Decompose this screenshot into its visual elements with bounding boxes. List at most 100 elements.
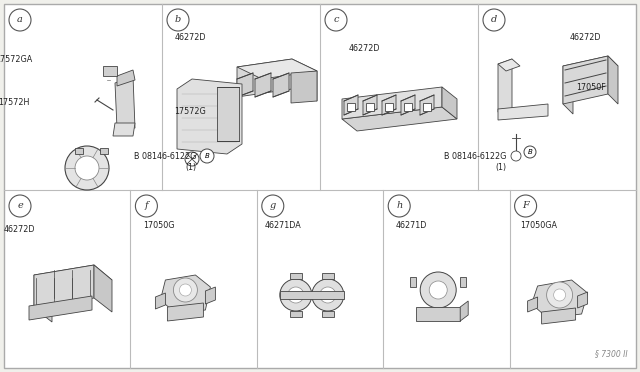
Circle shape [547, 282, 573, 308]
Polygon shape [34, 265, 112, 290]
Polygon shape [217, 87, 239, 141]
Polygon shape [29, 296, 92, 320]
Text: 17050GA: 17050GA [520, 221, 557, 230]
Text: B: B [527, 149, 532, 155]
Bar [322, 273, 334, 279]
Text: e: e [17, 202, 23, 211]
Circle shape [320, 287, 336, 303]
Text: 17572H: 17572H [0, 98, 29, 107]
Polygon shape [237, 73, 253, 97]
Polygon shape [291, 71, 317, 103]
Polygon shape [498, 59, 520, 71]
Circle shape [312, 279, 344, 311]
Text: 17050G: 17050G [143, 221, 175, 230]
Text: c: c [333, 16, 339, 25]
Text: g: g [269, 202, 276, 211]
Circle shape [136, 195, 157, 217]
Polygon shape [385, 103, 393, 111]
Text: 17572GA: 17572GA [0, 55, 33, 64]
Polygon shape [273, 73, 289, 97]
Polygon shape [117, 70, 135, 86]
Text: 17572G: 17572G [175, 108, 206, 116]
Polygon shape [177, 79, 242, 154]
Circle shape [173, 278, 197, 302]
Polygon shape [347, 103, 355, 111]
Polygon shape [363, 95, 377, 115]
Polygon shape [541, 308, 575, 324]
Polygon shape [115, 76, 135, 128]
Circle shape [65, 146, 109, 190]
Polygon shape [366, 103, 374, 111]
Polygon shape [255, 73, 271, 97]
Polygon shape [532, 280, 588, 318]
Text: 46271D: 46271D [396, 221, 428, 230]
Polygon shape [498, 104, 548, 120]
Polygon shape [342, 87, 442, 119]
Circle shape [325, 9, 347, 31]
Bar [100, 148, 108, 154]
Text: 46272D: 46272D [570, 33, 601, 42]
Polygon shape [237, 59, 317, 101]
Circle shape [515, 195, 536, 217]
Text: F: F [522, 202, 529, 211]
Polygon shape [237, 59, 317, 79]
Text: 46272D: 46272D [4, 225, 36, 234]
Circle shape [388, 195, 410, 217]
Polygon shape [344, 95, 358, 115]
Circle shape [429, 281, 447, 299]
Circle shape [262, 195, 284, 217]
Polygon shape [563, 56, 608, 104]
Text: 46272D: 46272D [349, 44, 380, 53]
Circle shape [420, 272, 456, 308]
Polygon shape [205, 287, 216, 304]
Polygon shape [416, 307, 460, 321]
Bar [322, 311, 334, 317]
Polygon shape [608, 56, 618, 104]
Polygon shape [498, 59, 512, 114]
Text: d: d [491, 16, 497, 25]
Circle shape [9, 9, 31, 31]
Polygon shape [168, 303, 204, 321]
Polygon shape [563, 56, 618, 76]
Circle shape [483, 9, 505, 31]
Bar [460, 277, 466, 287]
Circle shape [200, 149, 214, 163]
Circle shape [280, 279, 312, 311]
Polygon shape [442, 87, 457, 119]
Polygon shape [401, 95, 415, 115]
Circle shape [185, 152, 199, 166]
Polygon shape [382, 95, 396, 115]
Circle shape [75, 156, 99, 180]
Text: 17050F: 17050F [576, 83, 605, 92]
Circle shape [167, 9, 189, 31]
Text: a: a [17, 16, 23, 25]
Polygon shape [342, 107, 457, 131]
Text: b: b [175, 16, 181, 25]
Polygon shape [423, 103, 431, 111]
Bar [290, 273, 302, 279]
Polygon shape [161, 275, 211, 313]
Bar [280, 291, 344, 299]
Circle shape [524, 146, 536, 158]
Circle shape [554, 289, 566, 301]
Text: h: h [396, 202, 403, 211]
Polygon shape [156, 293, 165, 309]
Polygon shape [34, 265, 94, 308]
Text: B 08146-6122G
(1): B 08146-6122G (1) [444, 153, 506, 172]
Bar [410, 277, 416, 287]
Polygon shape [404, 103, 412, 111]
Circle shape [511, 151, 521, 161]
Polygon shape [563, 66, 573, 114]
Polygon shape [420, 95, 434, 115]
Polygon shape [94, 265, 112, 312]
Text: 46271DA: 46271DA [264, 221, 301, 230]
Polygon shape [113, 123, 135, 136]
Text: B: B [205, 153, 209, 159]
Text: § 7300 II: § 7300 II [595, 349, 628, 358]
Polygon shape [527, 297, 538, 312]
Polygon shape [34, 275, 52, 322]
Text: B 08146-6122G
(1): B 08146-6122G (1) [134, 153, 196, 172]
Circle shape [288, 287, 304, 303]
Text: 46272D: 46272D [175, 33, 206, 42]
Polygon shape [578, 292, 588, 308]
